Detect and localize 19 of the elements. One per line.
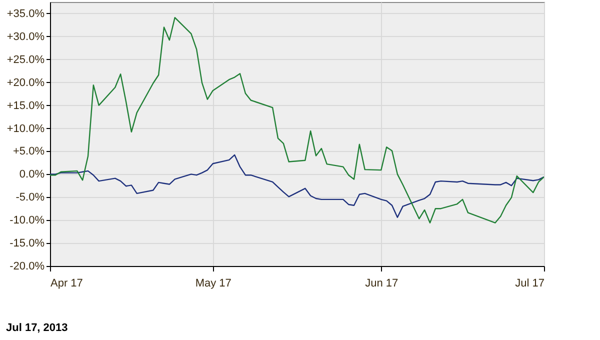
y-tick-label: +15.0% — [6, 100, 45, 112]
y-tick-label: -20.0% — [10, 260, 45, 272]
y-tick-label: +35.0% — [6, 8, 45, 20]
line-series — [50, 17, 544, 224]
y-tick-label: 0.0% — [19, 168, 45, 181]
y-tick-label: -5.0% — [16, 192, 45, 204]
x-tick-label: May 17 — [195, 278, 232, 290]
y-tick-label: +10.0% — [6, 122, 45, 135]
y-tick-label: +20.0% — [6, 76, 45, 89]
x-tick-label: Jul 17 — [515, 278, 544, 290]
text: Jul 17, 2013 — [6, 322, 68, 334]
y-tick-label: +25.0% — [6, 54, 45, 66]
y-tick-label: -10.0% — [10, 214, 45, 227]
y-tick-label: +5.0% — [13, 146, 45, 158]
y-tick-label: -15.0% — [10, 238, 45, 250]
x-tick-label: Apr 17 — [50, 278, 83, 290]
x-tick-label: Jun 17 — [365, 278, 398, 290]
y-tick-label: +30.0% — [6, 30, 45, 43]
line-series — [50, 154, 544, 218]
